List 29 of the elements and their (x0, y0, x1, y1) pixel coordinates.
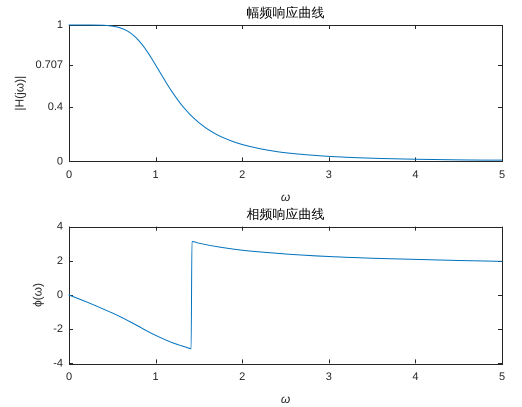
y-tick-label: 2 (56, 254, 63, 267)
line-series (68, 24, 502, 161)
y-tick-label: 4 (56, 220, 63, 233)
x-tick-label: 0 (66, 371, 72, 384)
line-series (68, 240, 502, 350)
y-tick-label: 0.707 (35, 58, 63, 71)
chart-title: 幅频响应曲线 (246, 4, 324, 20)
y-tick-label: -4 (53, 357, 63, 370)
x-axis-title: ω (280, 392, 290, 406)
x-tick-label: 4 (412, 169, 418, 182)
y-tick-label: -2 (53, 323, 63, 336)
x-tick-label: 2 (239, 371, 246, 384)
x-tick-label: 1 (152, 169, 159, 182)
x-tick-label: 4 (412, 371, 418, 384)
x-tick-label: 5 (498, 371, 506, 384)
x-tick-label: 0 (66, 169, 72, 182)
x-tick-label: 1 (152, 371, 159, 384)
y-axis-title: ϕ(ω) (30, 282, 44, 308)
y-tick-label: 0 (56, 289, 63, 302)
y-tick-label: 1 (56, 19, 63, 32)
x-tick-label: 5 (498, 169, 506, 182)
x-tick-label: 2 (239, 169, 246, 182)
y-tick-label: 0.4 (48, 100, 63, 113)
y-tick-label: 0 (56, 155, 63, 168)
x-tick-label: 3 (326, 169, 332, 182)
x-tick-label: 3 (326, 371, 332, 384)
x-axis-title: ω (280, 190, 290, 204)
y-axis-title: |H(jω)| (12, 76, 27, 111)
chart-title: 相频响应曲线 (246, 206, 324, 222)
